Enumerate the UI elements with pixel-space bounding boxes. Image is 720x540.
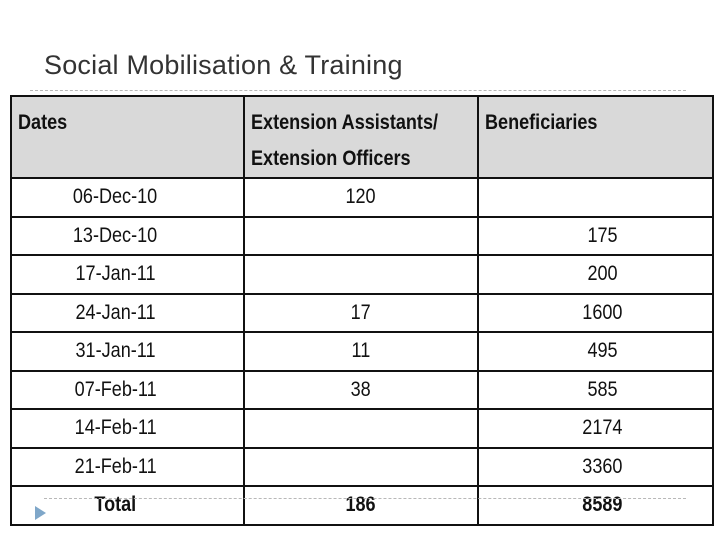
table-row: 24-Jan-11 17 1600	[10, 292, 714, 333]
beneficiaries-cell: 585	[477, 369, 714, 410]
table-row: 21-Feb-11 3360	[10, 446, 714, 487]
date-cell: 14-Feb-11	[10, 408, 245, 449]
table-row: 14-Feb-11 2174	[10, 408, 714, 449]
triangle-bullet-icon	[35, 506, 46, 520]
beneficiaries-cell: 175	[477, 215, 714, 256]
beneficiaries-cell: 3360	[477, 446, 714, 487]
date-cell: 31-Jan-11	[10, 331, 245, 372]
date-cell: 06-Dec-10	[10, 177, 245, 218]
table-header-row: Dates Extension Assistants/Extension Off…	[10, 95, 714, 179]
beneficiaries-cell: 2174	[477, 408, 714, 449]
header-dates: Dates	[10, 95, 245, 179]
extension-cell: 120	[243, 177, 479, 218]
table-row: 07-Feb-11 38 585	[10, 369, 714, 410]
extension-cell: 38	[243, 369, 479, 410]
total-label-cell: Total	[10, 485, 245, 526]
extension-cell: 17	[243, 292, 479, 333]
extension-cell	[243, 408, 479, 449]
table-row: 13-Dec-10 175	[10, 215, 714, 256]
table-body: 06-Dec-10 120 13-Dec-10 175 17-Jan-11 200 24-J…	[10, 177, 714, 526]
date-cell: 24-Jan-11	[10, 292, 245, 333]
header-beneficiaries: Beneficiaries	[477, 95, 714, 179]
date-cell: 21-Feb-11	[10, 446, 245, 487]
bottom-divider	[44, 498, 686, 499]
beneficiaries-cell: 1600	[477, 292, 714, 333]
total-extension-cell: 186	[243, 485, 479, 526]
date-cell: 17-Jan-11	[10, 254, 245, 295]
table-row: 31-Jan-11 11 495	[10, 331, 714, 372]
extension-cell	[243, 446, 479, 487]
beneficiaries-cell: 200	[477, 254, 714, 295]
data-table: Dates Extension Assistants/Extension Off…	[10, 95, 714, 526]
extension-cell	[243, 215, 479, 256]
header-extension: Extension Assistants/Extension Officers	[243, 95, 479, 179]
table-row: 17-Jan-11 200	[10, 254, 714, 295]
extension-cell: 11	[243, 331, 479, 372]
date-cell: 07-Feb-11	[10, 369, 245, 410]
total-beneficiaries-cell: 8589	[477, 485, 714, 526]
table-row: 06-Dec-10 120	[10, 177, 714, 218]
beneficiaries-cell	[477, 177, 714, 218]
beneficiaries-cell: 495	[477, 331, 714, 372]
date-cell: 13-Dec-10	[10, 215, 245, 256]
extension-cell	[243, 254, 479, 295]
slide-title: Social Mobilisation & Training	[44, 50, 403, 80]
title-divider	[30, 90, 686, 91]
total-row: Total 186 8589	[10, 485, 714, 526]
